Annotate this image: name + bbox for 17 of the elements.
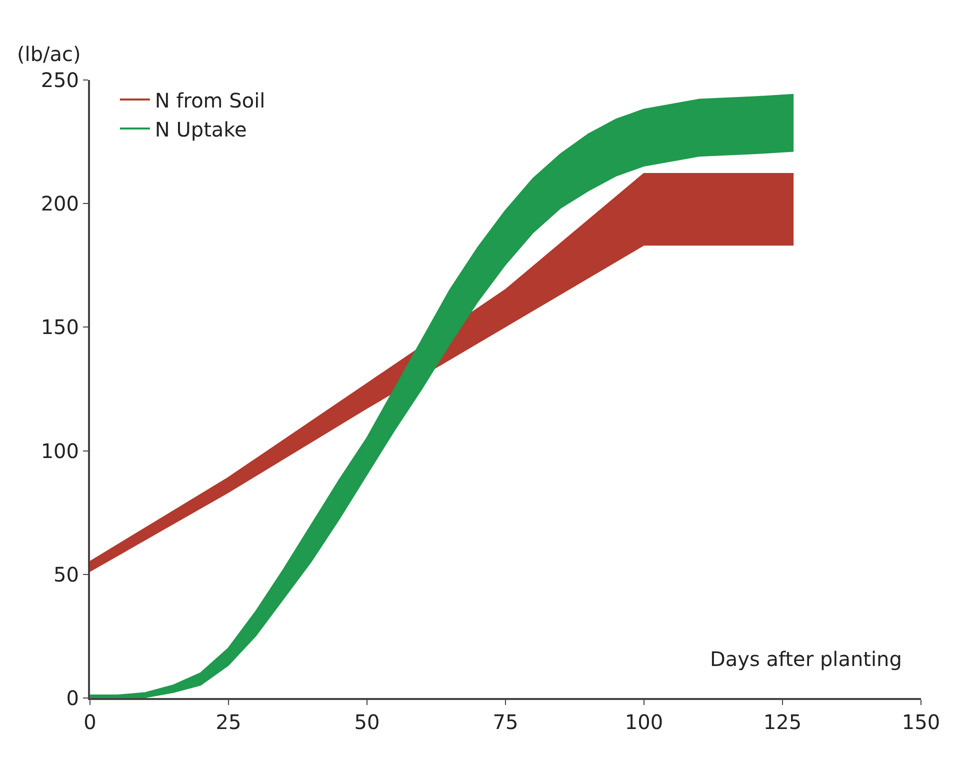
y-tick-label: 50 — [54, 562, 79, 586]
x-tick-label: 25 — [216, 710, 242, 734]
y-tick-label: 150 — [40, 315, 79, 340]
x-tick-label: 50 — [354, 710, 380, 734]
y-tick-label: 200 — [40, 192, 79, 216]
legend-label: N from Soil — [154, 88, 266, 112]
x-tick-label: 100 — [624, 710, 664, 734]
x-tick-label: 0 — [84, 710, 96, 734]
x-axis-title: Days after planting — [710, 647, 902, 671]
legend-label: N Uptake — [154, 117, 247, 142]
y-tick-label: 100 — [40, 438, 79, 463]
x-tick-label: 150 — [902, 710, 940, 734]
y-axis-title: (lb/ac) — [17, 42, 81, 66]
y-tick-label: 0 — [66, 686, 79, 710]
x-tick-label: 75 — [492, 710, 518, 734]
y-tick-label: 250 — [40, 68, 79, 92]
x-tick-label: 125 — [763, 710, 802, 734]
